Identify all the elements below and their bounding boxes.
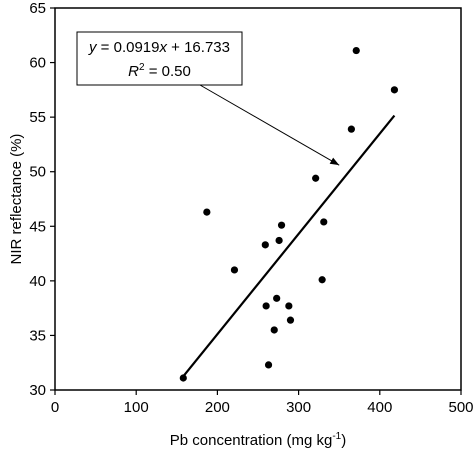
y-tick-label: 30 xyxy=(29,382,46,399)
regression-equation: y = 0.0919x + 16.733 xyxy=(88,39,230,56)
y-tick-label: 65 xyxy=(29,0,46,17)
data-point xyxy=(312,174,320,182)
data-point xyxy=(286,316,295,324)
data-point xyxy=(270,326,278,334)
data-point xyxy=(261,241,269,249)
y-tick-label: 50 xyxy=(29,164,46,181)
x-axis-title-superscript: -1 xyxy=(332,431,341,442)
r-symbol: R xyxy=(128,63,139,80)
data-point xyxy=(352,46,360,55)
data-point xyxy=(273,294,281,302)
data-point xyxy=(285,302,293,310)
y-axis-title: NIR reflectance (%) xyxy=(8,134,25,265)
x-tick-label: 500 xyxy=(448,399,473,416)
data-point xyxy=(347,125,355,133)
x-axis-title-main: Pb concentration (mg kg xyxy=(170,432,333,449)
y-tick-label: 40 xyxy=(29,273,46,290)
y-tick-label: 35 xyxy=(29,327,46,344)
regression-line xyxy=(182,114,396,378)
data-point xyxy=(179,374,187,382)
equation-y-symbol: y xyxy=(88,39,98,56)
x-tick-label: 200 xyxy=(205,399,230,416)
y-tick-label: 55 xyxy=(29,109,46,126)
annotation-arrowhead xyxy=(329,157,340,166)
axis-ticks: 0 100 200 300 400 500 30 35 40 45 50 55 60 65 xyxy=(29,0,473,416)
data-point xyxy=(390,86,399,94)
data-point xyxy=(275,236,283,245)
x-tick-label: 400 xyxy=(367,399,392,416)
data-point xyxy=(264,361,273,369)
data-point xyxy=(320,218,328,226)
data-points xyxy=(179,46,399,382)
x-axis-title: Pb concentration (mg kg-1) xyxy=(170,431,347,449)
x-tick-label: 0 xyxy=(51,399,59,416)
x-tick-label: 100 xyxy=(124,399,149,416)
data-point xyxy=(230,266,239,274)
r-squared-label: R2 = 0.50 xyxy=(128,62,191,80)
equation-slope: = 0.0919 xyxy=(97,39,160,56)
r-squared-superscript: 2 xyxy=(139,62,145,73)
equation-x-symbol: x xyxy=(159,39,168,56)
equation-box xyxy=(76,31,243,86)
y-tick-label: 60 xyxy=(29,55,46,72)
x-axis-title-suffix: ) xyxy=(341,432,346,449)
data-point xyxy=(277,221,286,229)
data-point xyxy=(262,302,270,310)
plot-area xyxy=(54,7,462,391)
data-point xyxy=(203,208,211,216)
plot-frame xyxy=(54,7,462,391)
equation-annotation: y = 0.0919x + 16.733 R2 = 0.50 xyxy=(76,31,340,166)
equation-intercept: + 16.733 xyxy=(167,39,230,56)
annotation-arrow-line xyxy=(199,84,340,166)
r-squared-value: = 0.50 xyxy=(145,63,191,80)
y-tick-label: 45 xyxy=(29,218,46,235)
data-point xyxy=(318,276,326,284)
trendline-group xyxy=(182,114,396,378)
x-tick-label: 300 xyxy=(286,399,311,416)
